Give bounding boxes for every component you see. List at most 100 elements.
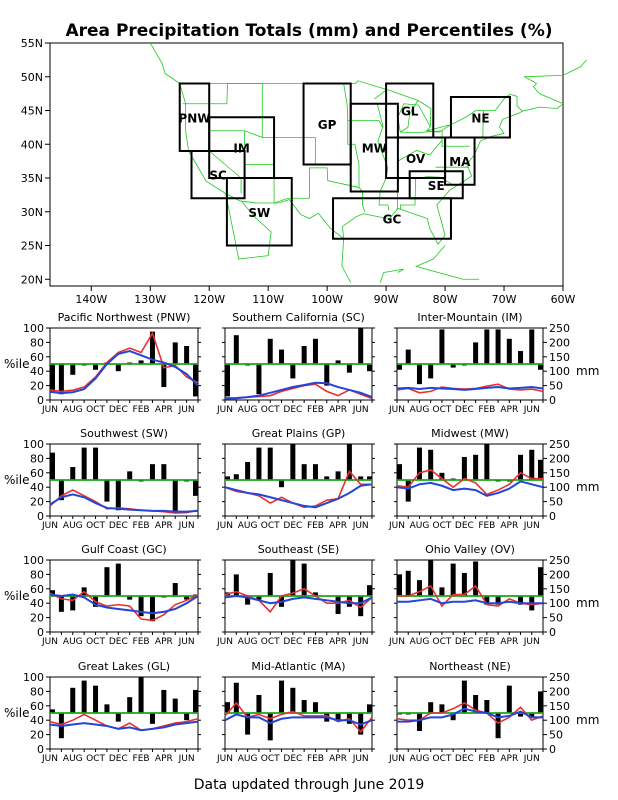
percentile-bar (301, 346, 307, 364)
mm-tick-label: 0 (549, 626, 556, 639)
percentile-tick-label: 0 (37, 626, 44, 639)
percentile-bar (301, 464, 307, 480)
percentile-bar (367, 585, 372, 596)
percentile-bar (450, 364, 456, 368)
month-label: JUN (216, 405, 233, 415)
region-box (449, 96, 511, 139)
region-box (190, 150, 246, 200)
panel-title: Northeast (NE) (429, 660, 511, 673)
percentile-bar (279, 680, 285, 713)
percentile-bar (81, 680, 87, 713)
map-line (379, 268, 404, 283)
percentile-bar (367, 476, 372, 480)
percentile-bar (58, 596, 64, 612)
month-label: DEC (283, 754, 302, 764)
month-label: JUN (41, 637, 58, 647)
percentile-bar (358, 328, 364, 364)
percentile-bar (450, 713, 456, 721)
percentile-bar (461, 572, 467, 596)
month-label: DEC (455, 405, 474, 415)
percentile-tick-label: 100 (23, 438, 44, 451)
mm-tick-label: 200 (549, 452, 570, 465)
percentile-bar (495, 713, 501, 739)
lat-label: 20N (21, 273, 43, 286)
percentile-bar (104, 704, 110, 713)
percentile-bar (405, 480, 411, 502)
normal-total-line (396, 386, 544, 391)
percentile-tick-label: 80 (30, 452, 44, 465)
mm-tick-label: 0 (549, 510, 556, 523)
month-label: JUN (41, 754, 58, 764)
month-label: AUG (63, 521, 83, 531)
lon-label: 70W (492, 293, 517, 306)
percentile-bar (115, 480, 121, 511)
month-label: OCT (86, 754, 105, 764)
month-label: DEC (109, 637, 128, 647)
percentile-bar (70, 364, 76, 375)
percentile-bar (428, 702, 434, 713)
panel-title: Southeast (SE) (258, 543, 340, 556)
percentile-bar (405, 349, 411, 364)
percentile-tick-label: 20 (30, 612, 44, 625)
percentile-bar (115, 563, 121, 596)
mm-tick-label: 150 (549, 700, 570, 713)
month-label: APR (500, 405, 518, 415)
month-label: AUG (238, 521, 258, 531)
mm-tick-label: 150 (549, 583, 570, 596)
percentile-bar (70, 467, 76, 480)
percentile-bar (312, 464, 318, 480)
percentile-bar (312, 702, 318, 713)
percentile-bar (397, 364, 402, 370)
percentile-bar (233, 474, 239, 480)
percentile-bar (428, 449, 434, 480)
percentile-tick-label: 0 (37, 510, 44, 523)
month-label: JUN (216, 521, 233, 531)
panel-title: Mid-Atlantic (MA) (251, 660, 345, 673)
panel-inter-mountain-im: Inter-Mountain (IM) JUN AUG OCT DEC FEB APR JUN… (388, 311, 599, 415)
percentile-bar (484, 700, 490, 713)
lat-label: 35N (21, 172, 43, 185)
month-label: APR (500, 754, 518, 764)
percentile-bar (172, 342, 178, 364)
observed-total-line (224, 587, 373, 614)
month-label: OCT (432, 754, 451, 764)
region-map: 55N 50N 45N 40N 35N 30N 25N 20N 140W 130W 120W 110W… (21, 37, 587, 306)
panel-title: Gulf Coast (GC) (81, 543, 166, 556)
percentile-axis-label: %ile (4, 589, 29, 603)
percentile-tick-label: 60 (30, 351, 44, 364)
mm-tick-label: 100 (549, 481, 570, 494)
percentile-bar (473, 561, 479, 596)
panel-gulf-coast-gc: Gulf Coast (GC)JUN AUG OCT DEC FEB APR JUN0204… (4, 543, 201, 647)
mm-tick-label: 250 (549, 671, 570, 684)
month-label: JUN (178, 754, 195, 764)
percentile-tick-label: 20 (30, 729, 44, 742)
mm-axis-label: mm (576, 364, 599, 378)
lon-label: 60W (551, 293, 576, 306)
month-label: AUG (63, 637, 83, 647)
observed-total-line (49, 590, 199, 622)
percentile-bar (127, 596, 133, 600)
percentile-bar (518, 454, 524, 480)
percentile-tick-label: 20 (30, 496, 44, 509)
mm-tick-label: 50 (549, 496, 563, 509)
percentile-bar (138, 360, 144, 364)
month-label: APR (329, 754, 347, 764)
month-label: DEC (283, 521, 302, 531)
percentile-bar (279, 480, 285, 488)
mm-tick-label: 0 (549, 743, 556, 756)
lon-label: 90W (374, 293, 399, 306)
mm-axis-label: mm (576, 713, 599, 727)
percentile-bar (50, 364, 55, 392)
normal-total-line (397, 597, 543, 605)
month-label: JUN (216, 637, 233, 647)
percentile-bar (439, 587, 445, 596)
percentile-bar (70, 596, 76, 611)
percentile-bar (50, 590, 55, 596)
month-label: OCT (432, 637, 451, 647)
percentile-bar (529, 713, 535, 717)
percentile-bar (267, 713, 273, 741)
month-label: OCT (261, 521, 280, 531)
month-label: DEC (109, 521, 128, 531)
month-label: OCT (261, 637, 280, 647)
month-label: JUN (523, 637, 540, 647)
